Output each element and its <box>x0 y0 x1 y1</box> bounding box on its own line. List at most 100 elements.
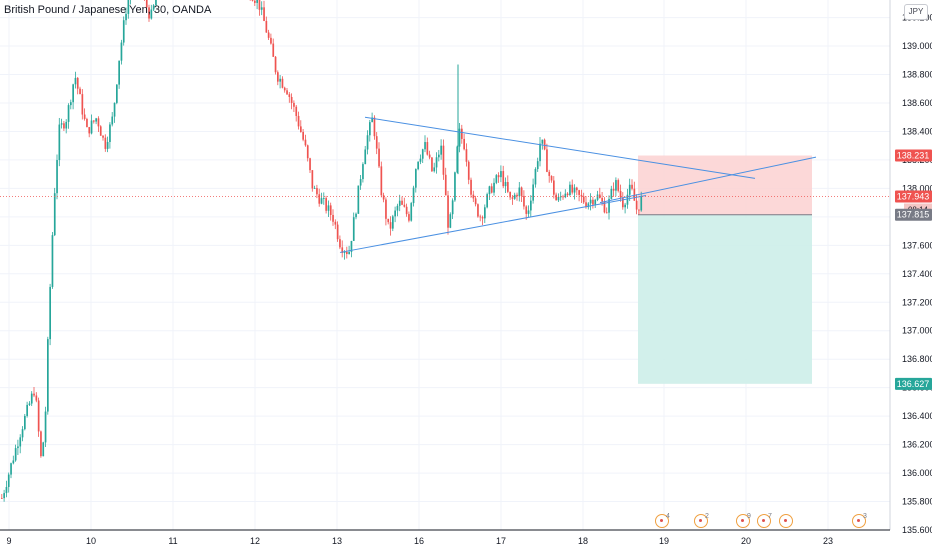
entry-price-tag-bg <box>895 208 932 221</box>
candle <box>350 240 353 252</box>
event-count: 2 <box>705 513 709 520</box>
candle <box>587 203 590 208</box>
candle <box>127 0 130 14</box>
candle <box>318 194 321 204</box>
y-tick-label: 137.600 <box>902 240 932 250</box>
currency-badge[interactable]: JPY <box>904 4 928 20</box>
event-marker[interactable] <box>757 514 771 528</box>
candle <box>426 142 429 155</box>
candle <box>557 196 560 201</box>
candle <box>431 157 433 172</box>
last-price-tag: 137.943 <box>897 192 930 202</box>
candle <box>442 145 445 175</box>
candle <box>111 116 114 125</box>
candle <box>580 194 583 197</box>
event-marker[interactable] <box>736 514 750 528</box>
candle <box>523 195 525 207</box>
candle <box>145 0 148 8</box>
candle <box>576 187 578 191</box>
trendline[interactable] <box>599 156 817 204</box>
candle <box>433 167 436 172</box>
candle <box>65 121 68 129</box>
candle <box>72 84 74 103</box>
candle <box>592 199 594 205</box>
candle <box>461 128 463 139</box>
candle <box>40 431 42 457</box>
event-marker[interactable] <box>779 514 793 528</box>
candle <box>428 154 431 158</box>
candle <box>454 172 456 201</box>
candle <box>398 200 401 206</box>
candle <box>626 194 629 205</box>
candle <box>518 187 521 197</box>
x-tick-label: 10 <box>86 536 96 546</box>
candle <box>76 77 79 89</box>
candle <box>513 194 516 199</box>
trendline[interactable] <box>339 195 647 253</box>
candle <box>104 137 107 149</box>
candle <box>394 210 396 217</box>
candle <box>527 210 530 214</box>
candle <box>615 180 617 191</box>
candle <box>571 184 574 193</box>
event-count: 7 <box>768 513 772 520</box>
candle <box>58 124 61 161</box>
candle <box>550 175 553 181</box>
candle <box>118 60 120 85</box>
candle <box>258 0 261 10</box>
candle <box>564 193 567 198</box>
candle <box>56 160 58 194</box>
candle <box>389 222 392 229</box>
x-tick-label: 11 <box>168 536 177 546</box>
y-tick-label: 137.000 <box>902 326 932 336</box>
event-marker[interactable] <box>852 514 866 528</box>
event-marker[interactable] <box>655 514 669 528</box>
trendline[interactable] <box>364 116 756 179</box>
candle <box>502 171 505 187</box>
x-tick-label: 17 <box>496 536 506 546</box>
candle <box>109 124 111 143</box>
event-marker[interactable] <box>694 514 708 528</box>
take-profit-zone[interactable] <box>638 214 812 384</box>
candle <box>70 102 72 106</box>
candle <box>463 138 465 150</box>
y-tick-label: 135.600 <box>902 525 932 535</box>
candle <box>359 179 362 186</box>
candle <box>1 497 3 499</box>
candle <box>493 182 495 193</box>
stop-loss-zone[interactable] <box>638 155 812 215</box>
candle <box>479 216 482 218</box>
candle <box>74 77 77 85</box>
candle <box>265 20 268 33</box>
candle <box>490 186 493 193</box>
x-tick-label: 13 <box>332 536 342 546</box>
candle <box>26 404 28 416</box>
y-tick-label: 137.400 <box>902 269 932 279</box>
candle <box>536 161 539 170</box>
candle <box>474 198 477 205</box>
candle <box>90 120 93 134</box>
candle <box>617 180 620 191</box>
candle <box>424 142 426 150</box>
candle <box>113 102 116 117</box>
last-price-tag-bg <box>895 190 932 203</box>
candle <box>601 197 603 202</box>
candle <box>155 0 157 6</box>
y-tick-label: 138.600 <box>902 98 932 108</box>
candle <box>323 198 325 199</box>
candle <box>486 194 488 208</box>
candle <box>28 403 31 405</box>
candle <box>417 161 419 170</box>
candle <box>5 487 8 494</box>
candle <box>543 139 546 150</box>
candle <box>516 194 518 197</box>
candle <box>387 218 390 223</box>
candle <box>302 131 304 140</box>
candle <box>467 161 470 180</box>
candle <box>410 203 413 221</box>
candle <box>449 214 452 228</box>
candle <box>352 217 355 241</box>
candle <box>67 105 70 122</box>
candle <box>95 118 97 122</box>
